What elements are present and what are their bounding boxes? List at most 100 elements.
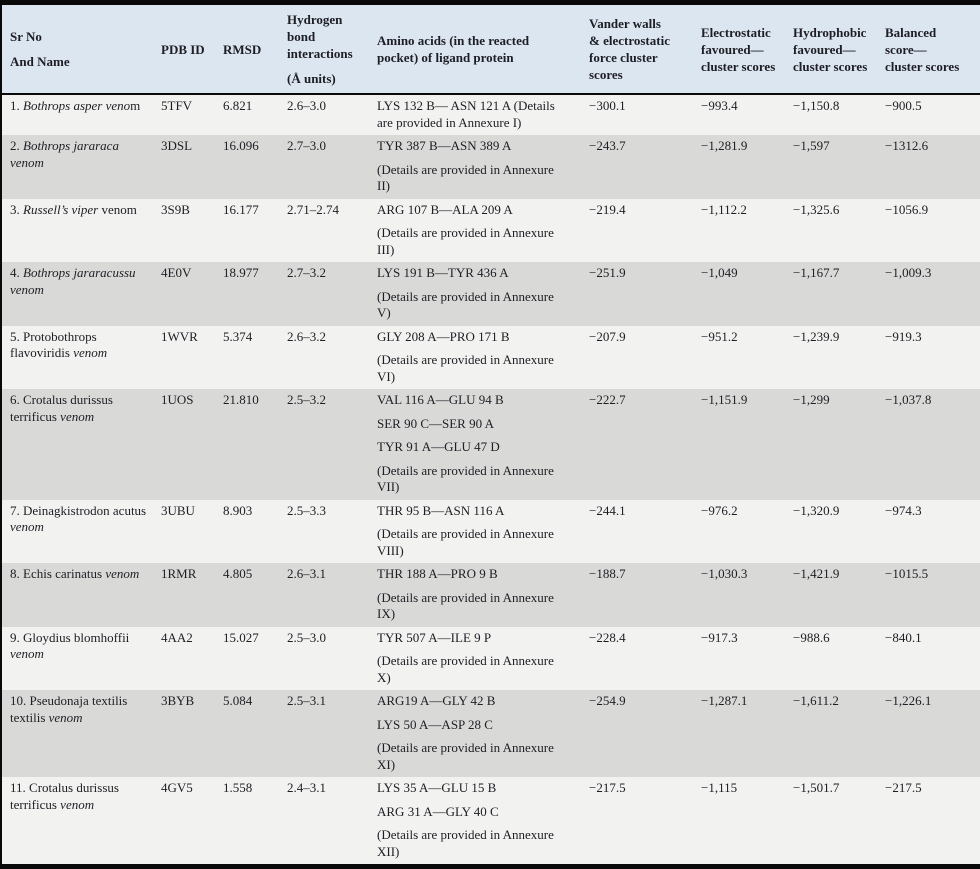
cell-hydrophobic-score: −1,167.7 bbox=[793, 265, 840, 280]
species-name-italic: venom bbox=[60, 408, 95, 424]
cell-balanced-score: −1,009.3 bbox=[885, 265, 932, 280]
cell-amino-acids: LYS 191 B—TYR 436 A (Details are provided… bbox=[377, 262, 589, 326]
cell-vdw-score: −244.1 bbox=[589, 502, 626, 518]
amino-acid-paragraph: TYR 387 B—ASN 389 A bbox=[377, 138, 512, 153]
amino-acid-paragraph: ARG 107 B—ALA 209 A bbox=[377, 201, 513, 217]
column-header-text: Hydrophobic favoured— cluster scores bbox=[793, 24, 868, 74]
species-name-text: 5. Protobothrops flavoviridis bbox=[10, 328, 97, 361]
species-name-italic: venom bbox=[10, 519, 44, 534]
column-header-rmsd: RMSD bbox=[223, 2, 287, 95]
cell-vdw-score: −188.7 bbox=[589, 566, 626, 581]
species-name-italic: Bothrops jararaca venom bbox=[10, 138, 119, 170]
amino-acid-paragraph: ARG19 A—GLY 42 B bbox=[377, 693, 496, 708]
amino-acid-paragraph: TYR 91 A—GLU 47 D bbox=[377, 439, 500, 454]
amino-acid-paragraph: THR 95 B—ASN 116 A bbox=[377, 502, 505, 518]
species-name-text: 7. Deinagkistrodon acutus bbox=[10, 502, 147, 518]
cell-rmsd: 21.810 bbox=[223, 392, 259, 407]
cell-vdw-score: −228.4 bbox=[589, 629, 626, 645]
cell-hbond-range: 2.6–3.1 bbox=[287, 566, 326, 581]
species-name-italic: venom bbox=[105, 566, 140, 581]
column-header-amino-acids: Amino acids (in the reacted pocket) of l… bbox=[377, 2, 589, 95]
cell-hbond-range: 2.5–3.3 bbox=[287, 502, 326, 518]
amino-acid-paragraph: (Details are provided in Annexure II) bbox=[377, 161, 554, 194]
cell-amino-acids: LYS 35 A—GLU 15 B ARG 31 A—GLY 40 C (Detai… bbox=[377, 777, 589, 867]
table-body: 1. Bothrops asper venom 5TFV 6.821 2.6–3.0 L… bbox=[1, 94, 980, 867]
amino-acid-paragraph: (Details are provided in Annexure V) bbox=[377, 288, 554, 321]
cell-balanced-score: −974.3 bbox=[885, 502, 922, 518]
species-name-italic: venom bbox=[73, 345, 108, 360]
column-header-electrostatic: Electrostatic favoured— cluster scores bbox=[701, 2, 793, 95]
cell-pdb-id: 3UBU bbox=[161, 502, 195, 518]
cell-rmsd: 4.805 bbox=[223, 566, 253, 581]
column-header-text: Sr No bbox=[10, 29, 42, 44]
cell-electrostatic-score: −1,151.9 bbox=[701, 392, 748, 407]
cell-electrostatic-score: −993.4 bbox=[701, 98, 738, 113]
cell-venom-name: 5. Protobothrops flavoviridis venom bbox=[1, 326, 161, 390]
table-header: Sr No And Name PDB ID RMSD Hydrogen bond int… bbox=[1, 2, 980, 95]
table-row: 3. Russell’s viper venom 3S9B 16.177 2.71–2… bbox=[1, 198, 980, 262]
cell-balanced-score: −1312.6 bbox=[885, 138, 929, 153]
cell-balanced-score: −1,226.1 bbox=[885, 693, 932, 708]
cell-hbond-range: 2.6–3.0 bbox=[287, 98, 326, 113]
cell-venom-name: 10. Pseudonaja textilis textilis venom bbox=[1, 690, 161, 777]
cell-hydrophobic-score: −1,150.8 bbox=[793, 98, 840, 113]
species-name-text: 3. bbox=[10, 201, 23, 217]
cell-rmsd: 5.084 bbox=[223, 693, 253, 708]
cell-electrostatic-score: −1,030.3 bbox=[701, 566, 748, 581]
cell-electrostatic-score: −1,112.2 bbox=[701, 201, 747, 217]
cell-balanced-score: −919.3 bbox=[885, 328, 922, 344]
cell-rmsd: 6.821 bbox=[223, 98, 253, 113]
amino-acid-paragraph: ARG 31 A—GLY 40 C bbox=[377, 803, 499, 819]
cell-hbond-range: 2.5–3.2 bbox=[287, 392, 326, 407]
cell-balanced-score: −840.1 bbox=[885, 629, 922, 645]
amino-acid-paragraph: (Details are provided in Annexure XI) bbox=[377, 740, 554, 772]
column-header-pdb-id: PDB ID bbox=[161, 2, 223, 95]
cell-amino-acids: TYR 387 B—ASN 389 A (Details are provided… bbox=[377, 135, 589, 199]
amino-acid-paragraph: LYS 132 B— ASN 121 A (Details are provid… bbox=[377, 98, 555, 130]
cell-amino-acids: ARG19 A—GLY 42 B LYS 50 A—ASP 28 C (Detail… bbox=[377, 690, 589, 777]
cell-hydrophobic-score: −1,421.9 bbox=[793, 566, 840, 581]
species-name-italic: venom bbox=[60, 796, 95, 812]
cell-electrostatic-score: −976.2 bbox=[701, 502, 738, 518]
cell-venom-name: 9. Gloydius blomhoffii venom bbox=[1, 627, 161, 691]
cell-venom-name: 7. Deinagkistrodon acutus venom bbox=[1, 500, 161, 564]
table-row: 9. Gloydius blomhoffii venom 4AA2 15.027 2.… bbox=[1, 626, 980, 691]
column-header-text: Balanced score— cluster scores bbox=[885, 24, 960, 74]
column-header-hydrophobic: Hydrophobic favoured— cluster scores bbox=[793, 2, 885, 95]
amino-acid-paragraph: (Details are provided in Annexure III) bbox=[377, 225, 554, 257]
amino-acid-paragraph: SER 90 C—SER 90 A bbox=[377, 415, 495, 431]
species-name-text: 2. bbox=[10, 138, 23, 153]
cell-amino-acids: GLY 208 A—PRO 171 B (Details are provided… bbox=[377, 326, 589, 390]
amino-acid-paragraph: VAL 116 A—GLU 94 B bbox=[377, 392, 504, 407]
cell-electrostatic-score: −1,281.9 bbox=[701, 138, 748, 153]
cell-balanced-score: −900.5 bbox=[885, 98, 922, 113]
column-header-text: Vander walls & electrostatic force clust… bbox=[589, 16, 670, 82]
cell-venom-name: 6. Crotalus durissus terrificus venom bbox=[1, 389, 161, 500]
cell-hydrophobic-score: −1,299 bbox=[793, 392, 830, 407]
column-header-text: Hydrogen bond interactions bbox=[287, 12, 353, 61]
species-name-italic: Bothrops jararacussu venom bbox=[10, 265, 136, 297]
column-header-text: Electrostatic favoured— cluster scores bbox=[701, 24, 776, 74]
table-row: 6. Crotalus durissus terrificus venom 1UO… bbox=[1, 389, 980, 500]
amino-acid-paragraph: (Details are provided in Annexure XII) bbox=[377, 827, 554, 859]
cell-rmsd: 16.177 bbox=[223, 201, 259, 217]
amino-acid-paragraph: (Details are provided in Annexure VIII) bbox=[377, 526, 554, 558]
cell-vdw-score: −207.9 bbox=[589, 328, 626, 344]
cell-vdw-score: −222.7 bbox=[589, 392, 626, 407]
cell-pdb-id: 4AA2 bbox=[161, 629, 193, 645]
column-header-text: (Å units) bbox=[287, 71, 336, 86]
table-row: 5. Protobothrops flavoviridis venom 1WVR 5… bbox=[1, 325, 980, 390]
species-name-text: 4. bbox=[10, 265, 23, 280]
cell-rmsd: 15.027 bbox=[223, 629, 259, 645]
column-header-text: PDB ID bbox=[161, 41, 205, 57]
species-name-italic: venom bbox=[48, 709, 83, 725]
species-name-text: 8. Echis carinatus bbox=[10, 566, 106, 581]
species-name-text: venom bbox=[98, 201, 137, 217]
species-name-text: 6. Crotalus durissus terrificus bbox=[10, 392, 113, 424]
cell-balanced-score: −1056.9 bbox=[885, 201, 929, 217]
cell-balanced-score: −217.5 bbox=[885, 780, 922, 795]
column-header-vdw: Vander walls & electrostatic force clust… bbox=[589, 2, 701, 95]
cell-hydrophobic-score: −1,325.6 bbox=[793, 201, 840, 217]
column-header-text: And Name bbox=[10, 54, 70, 69]
